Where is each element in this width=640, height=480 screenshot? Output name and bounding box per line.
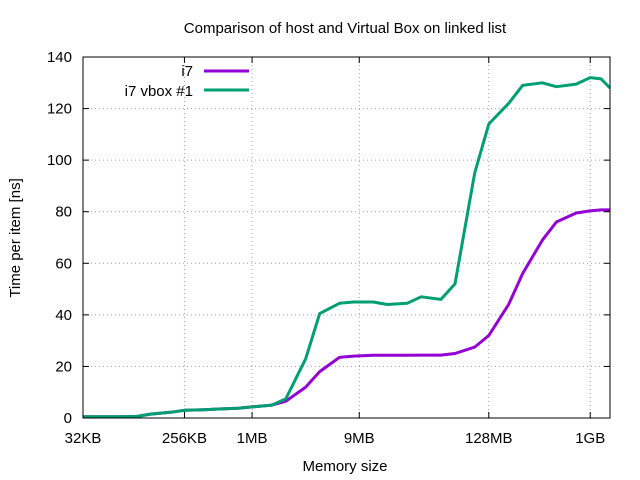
y-tick-label: 40 [55,307,72,324]
x-tick-labels: 32KB 256KB 1MB 9MB 128MB 1GB [65,430,606,447]
x-tick-label: 1MB [237,430,268,447]
x-tick-label: 32KB [65,430,102,447]
legend-label-i7-vbox: i7 vbox #1 [125,83,193,100]
series-line-i7-vbox [83,76,612,419]
series-lines [83,76,612,419]
chart-title: Comparison of host and Virtual Box on li… [184,20,507,37]
y-tick-label: 140 [47,49,72,66]
axis-ticks [82,56,610,419]
grid-lines [83,57,610,418]
x-tick-label: 1GB [575,430,605,447]
x-tick-label: 256KB [162,430,207,447]
y-tick-label: 0 [64,410,72,427]
x-tick-label: 128MB [465,430,513,447]
y-tick-label: 100 [47,152,72,169]
y-axis-label: Time per item [ns] [7,178,24,297]
plot-frame [82,56,611,419]
series-line-i7 [83,208,610,419]
legend-label-i7: i7 [181,63,193,80]
legend: i7 i7 vbox #1 [125,63,249,100]
y-tick-label: 80 [55,204,72,221]
x-tick-label: 9MB [344,430,375,447]
y-tick-label: 120 [47,101,72,118]
y-tick-label: 60 [55,255,72,272]
y-tick-labels: 0 20 40 60 80 100 120 140 [47,49,72,427]
y-tick-label: 20 [55,358,72,375]
x-axis-label: Memory size [302,458,387,475]
